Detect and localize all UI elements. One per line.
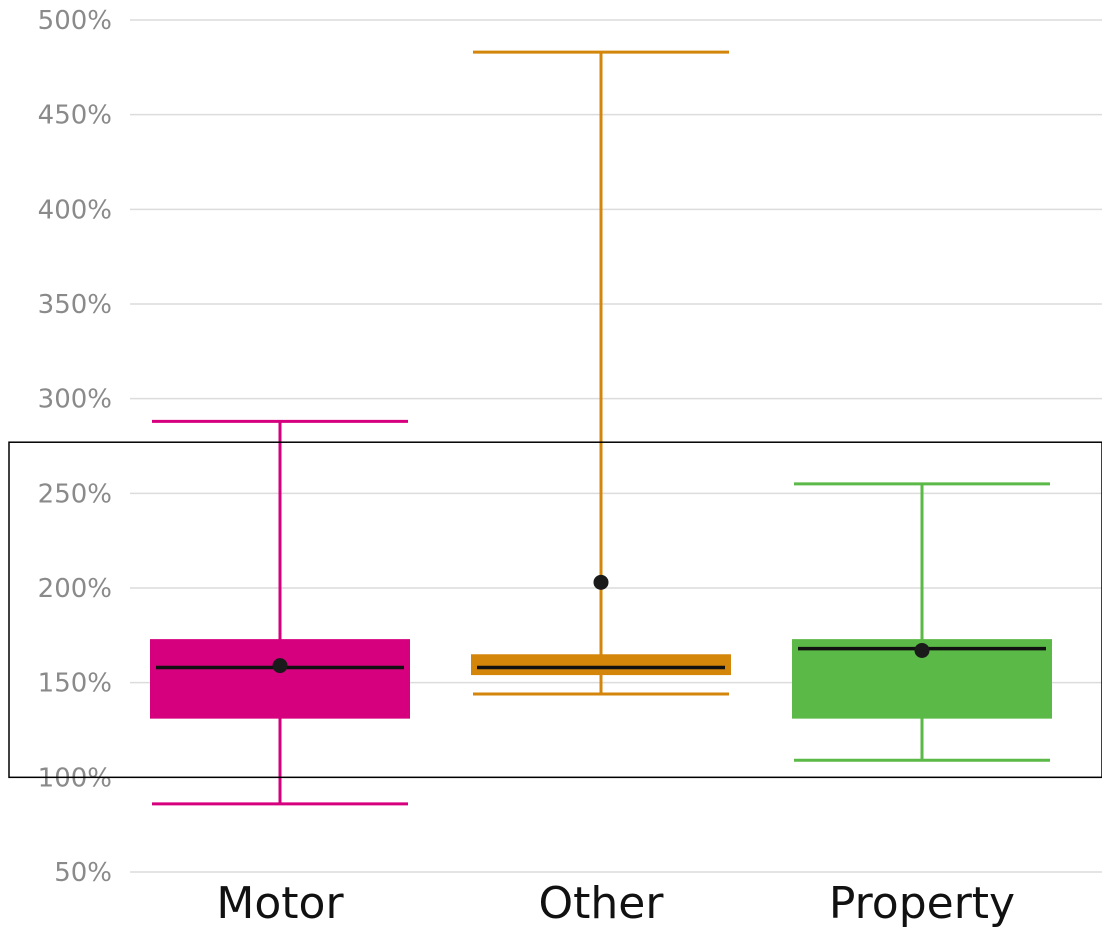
box-iqr — [150, 639, 410, 719]
y-tick-label: 200% — [38, 574, 112, 604]
mean-marker — [593, 574, 609, 590]
highlight-frame — [8, 441, 1102, 779]
box-other — [471, 50, 731, 696]
x-category-label: Other — [539, 878, 665, 929]
y-tick-label: 150% — [38, 669, 112, 699]
box-property — [792, 482, 1052, 762]
grid-lines — [130, 19, 1102, 873]
y-axis-tick-labels: 50% 100% 150% 200% 250% 300% 350% 400% 450% 500% — [38, 6, 112, 888]
y-tick-label: 250% — [38, 479, 112, 509]
y-tick-label: 450% — [38, 101, 112, 131]
y-tick-label: 300% — [38, 385, 112, 415]
y-tick-label: 50% — [54, 858, 112, 888]
box-motor — [150, 419, 410, 806]
y-tick-label: 100% — [38, 763, 112, 793]
x-axis-category-labels: Motor Other Property — [216, 878, 1015, 929]
x-category-label: Motor — [216, 878, 344, 929]
y-tick-label: 400% — [38, 195, 112, 225]
y-tick-label: 350% — [38, 290, 112, 320]
mean-marker — [914, 642, 930, 658]
mean-marker — [272, 658, 288, 674]
y-tick-label: 500% — [38, 6, 112, 36]
box-iqr — [471, 654, 731, 676]
box-series — [150, 50, 1052, 806]
x-category-label: Property — [829, 878, 1015, 929]
